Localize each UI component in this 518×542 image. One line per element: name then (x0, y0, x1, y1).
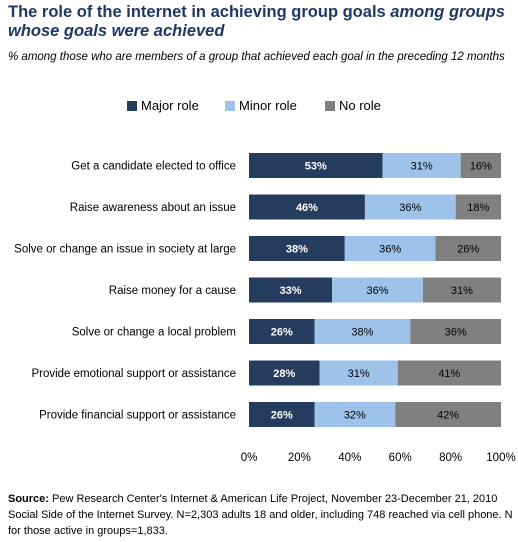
source-note: Source: Pew Research Center's Internet &… (8, 491, 513, 539)
legend-swatch-major (127, 101, 137, 111)
data-label: 31% (411, 161, 433, 173)
legend: Major role Minor role No role (0, 97, 518, 115)
x-tick-label: 20% (288, 452, 311, 464)
bar-segment (314, 319, 411, 344)
data-label: 33% (280, 285, 302, 297)
data-label: 26% (271, 327, 293, 339)
data-label: 31% (451, 285, 473, 297)
bar-segment (344, 236, 436, 261)
bar-segment (319, 360, 398, 386)
data-label: 41% (438, 368, 460, 380)
bar-segment (249, 194, 365, 220)
data-label: 32% (344, 410, 366, 422)
x-tick-label: 40% (338, 452, 361, 464)
category-label: Get a candidate elected to office (71, 161, 236, 173)
bar-segment (249, 360, 320, 386)
data-label: 31% (348, 368, 370, 380)
legend-label-none: No role (339, 98, 381, 113)
legend-label-major: Major role (141, 98, 199, 113)
bar-segment (249, 153, 383, 178)
x-tick-label: 80% (439, 452, 462, 464)
source-label: Source: (8, 493, 49, 505)
bar-segment (397, 360, 501, 386)
data-label: 36% (367, 285, 389, 297)
bar-segment (410, 319, 501, 344)
bar-segment (422, 277, 501, 303)
legend-swatch-none (325, 101, 335, 111)
data-label: 38% (351, 327, 373, 339)
bar-segment (435, 236, 501, 261)
x-tick-label: 60% (389, 452, 412, 464)
bar-segment (364, 194, 456, 220)
data-label: 28% (273, 368, 295, 380)
category-label: Provide emotional support or assistance (31, 368, 236, 380)
bar-segment (332, 277, 423, 303)
data-label: 42% (437, 410, 459, 422)
category-label: Provide financial support or assistance (39, 410, 236, 422)
data-label: 38% (286, 244, 308, 256)
bar-segment (314, 402, 396, 427)
chart-title-main: The role of the internet in achieving gr… (8, 3, 391, 21)
category-label: Solve or change an issue in society at l… (14, 244, 236, 256)
data-label: 18% (467, 202, 489, 214)
legend-swatch-minor (225, 101, 235, 111)
data-label: 16% (470, 161, 492, 173)
data-label: 26% (457, 244, 479, 256)
category-label: Solve or change a local problem (72, 327, 236, 339)
chart-subtitle: % among those who are members of a group… (8, 51, 505, 63)
legend-label-minor: Minor role (239, 98, 297, 113)
x-tick-label: 100% (486, 452, 515, 464)
bar-segment (455, 194, 501, 220)
chart-title-italic: among groups whose goals were achieved (8, 3, 505, 40)
category-label: Raise awareness about an issue (70, 202, 236, 214)
bar-segment (249, 277, 333, 303)
data-label: 36% (379, 244, 401, 256)
bar-segment (249, 319, 315, 344)
chart-title: The role of the internet in achieving gr… (8, 3, 513, 41)
data-label: 36% (399, 202, 421, 214)
source-text: Pew Research Center's Internet & America… (8, 493, 513, 537)
data-label: 53% (305, 161, 327, 173)
bar-segment (395, 402, 501, 427)
data-label: 26% (271, 410, 293, 422)
data-label: 36% (445, 327, 467, 339)
category-label: Raise money for a cause (109, 285, 236, 297)
bar-segment (249, 402, 315, 427)
data-label: 46% (296, 202, 318, 214)
bar-segment (249, 236, 345, 261)
x-tick-label: 0% (241, 452, 258, 464)
bar-segment (382, 153, 461, 178)
bar-segment (460, 153, 501, 178)
